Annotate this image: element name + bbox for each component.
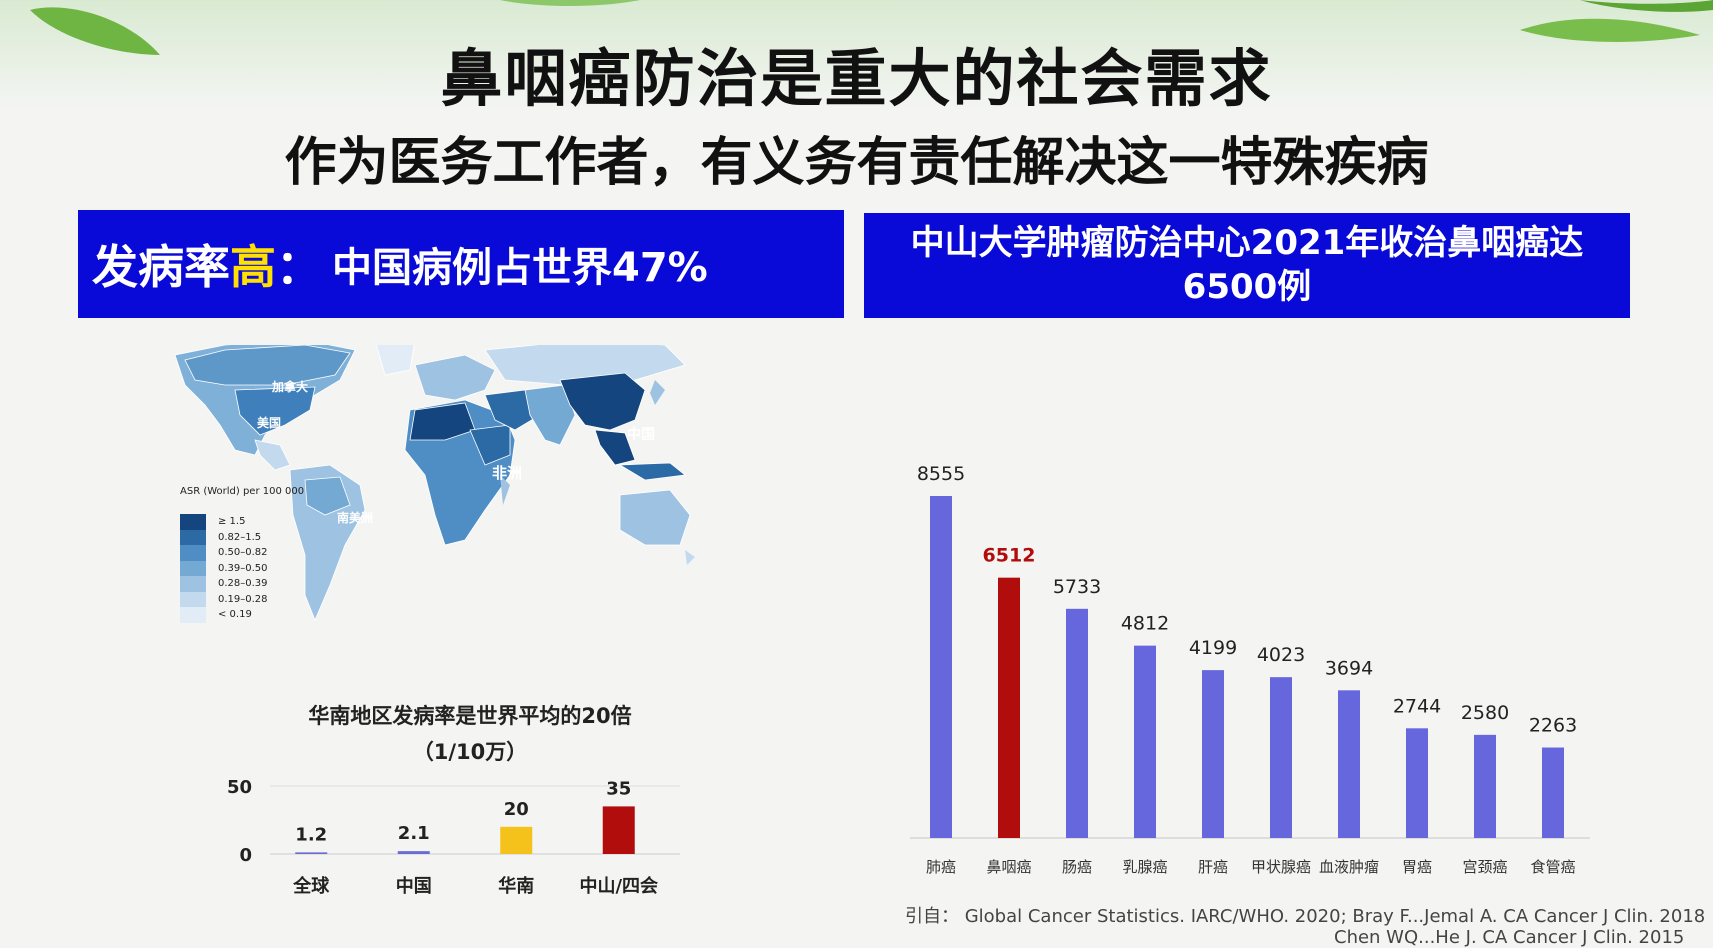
x-tick-label: 中国: [396, 875, 432, 897]
x-tick-label: 乳腺癌: [1122, 858, 1167, 876]
legend-swatch: [180, 514, 206, 530]
bar: [1134, 645, 1156, 838]
legend-title: ASR (World) per 100 000: [180, 486, 305, 497]
bar: [1066, 608, 1088, 838]
banner-text: 中国病例占世界47%: [332, 245, 708, 291]
x-tick-label: 血液肿瘤: [1319, 858, 1379, 876]
bar-value-label: 1.2: [295, 824, 327, 845]
bar-value-label: 4199: [1189, 637, 1237, 659]
map-label-usa: 美国: [257, 415, 281, 430]
legend-label: 0.28–0.39: [218, 578, 268, 589]
x-tick-label: 甲状腺癌: [1251, 858, 1311, 876]
bar-value-label: 35: [606, 778, 631, 799]
regional-incidence-chart: 50 0 1.2 全球 2.1 中国 20 华南 35 中山/四会: [227, 777, 680, 897]
bar: [930, 496, 952, 838]
leaf-left-icon: [30, 7, 160, 55]
x-tick-label: 肺癌: [926, 858, 956, 876]
legend-swatch: [180, 591, 206, 608]
bar-value-label: 6512: [983, 545, 1036, 567]
banner-colon: ：: [276, 240, 322, 294]
bar-value-label: 4812: [1121, 613, 1169, 635]
bar-value-label: 2744: [1393, 695, 1441, 717]
page-subtitle: 作为医务工作者，有义务有责任解决这一特殊疾病: [284, 133, 1429, 193]
y-tick-label: 0: [239, 845, 252, 866]
admission-line2: 6500例: [1182, 267, 1312, 307]
bar: [1202, 670, 1224, 838]
map-label-africa: 非洲: [492, 464, 522, 482]
x-tick-label: 胃癌: [1402, 858, 1432, 876]
legend-swatch: [180, 607, 206, 623]
legend-label: 0.39–0.50: [218, 562, 268, 574]
map-label-china: 中国: [627, 426, 655, 443]
admission-banner: 中山大学肿瘤防治中心2021年收治鼻咽癌达 6500例: [864, 213, 1630, 318]
x-tick-label: 全球: [292, 875, 330, 897]
bar-value-label: 8555: [917, 463, 965, 485]
bar: [1338, 690, 1360, 838]
incidence-banner: 发病率高：中国病例占世界47%: [78, 210, 844, 318]
bar: [998, 577, 1020, 838]
x-tick-label: 食管癌: [1530, 858, 1575, 876]
canada-region: [184, 345, 351, 386]
x-tick-label: 鼻咽癌: [986, 858, 1031, 876]
legend-swatch: [180, 576, 206, 592]
x-tick-label: 华南: [498, 875, 534, 897]
bar: [295, 852, 328, 854]
x-tick-label: 中山/四会: [579, 875, 658, 897]
x-tick-label: 肝癌: [1198, 858, 1228, 876]
page-title: 鼻咽癌防治是重大的社会需求: [440, 42, 1273, 115]
map-label-canada: 加拿大: [271, 379, 308, 394]
y-tick-label: 50: [227, 777, 252, 798]
reference-line2: Chen WQ...He J. CA Cancer J Clin. 2015: [1334, 927, 1685, 948]
small-chart-title: 华南地区发病率是世界平均的20倍: [308, 704, 632, 728]
x-tick-label: 肠癌: [1062, 858, 1092, 876]
bar-value-label: 5733: [1053, 576, 1101, 598]
map-label-south-america: 南美洲: [337, 510, 373, 525]
bar: [1406, 728, 1428, 838]
bar: [397, 851, 430, 854]
bar-value-label: 20: [504, 799, 529, 820]
legend-label: 0.82–1.5: [218, 531, 262, 543]
bar: [500, 826, 533, 854]
reference-line1: 引自： Global Cancer Statistics. IARC/WHO. …: [905, 906, 1706, 927]
bar: [1270, 677, 1292, 838]
legend-label: 0.50–0.82: [218, 547, 268, 558]
bar: [602, 806, 635, 854]
legend-label: 0.19–0.28: [218, 593, 268, 605]
small-chart-unit: （1/10万）: [412, 740, 528, 764]
bar-value-label: 2.1: [398, 823, 430, 844]
legend-label: ≥ 1.5: [218, 516, 246, 527]
x-tick-label: 宫颈癌: [1462, 858, 1507, 876]
banner-prefix: 发病率: [92, 240, 230, 294]
leaf-decoration: [0, 0, 1713, 110]
banner-highlight: 高: [230, 240, 276, 294]
usa-region: [234, 386, 316, 436]
bar: [1474, 734, 1496, 838]
legend-label: < 0.19: [218, 609, 252, 620]
legend-swatch: [180, 560, 206, 577]
admission-line1: 中山大学肿瘤防治中心2021年收治鼻咽癌达: [910, 223, 1584, 263]
bar-value-label: 4023: [1257, 644, 1305, 666]
bar-value-label: 2580: [1461, 702, 1509, 724]
legend-swatch: [180, 545, 206, 561]
bar-value-label: 3694: [1325, 657, 1373, 679]
world-incidence-map: 加拿大 美国 南美洲 非洲 中国: [174, 345, 695, 622]
bar: [1542, 747, 1564, 838]
leaf-right-icon: [1520, 18, 1700, 42]
bar-value-label: 2263: [1529, 715, 1577, 737]
cancer-cases-chart: 8555 肺癌 6512 鼻咽癌 5733 肠癌 4812 乳腺癌 4199 肝癌 4023 甲状腺癌…: [910, 463, 1590, 876]
legend-swatch: [180, 529, 206, 546]
china-region: [559, 372, 646, 431]
